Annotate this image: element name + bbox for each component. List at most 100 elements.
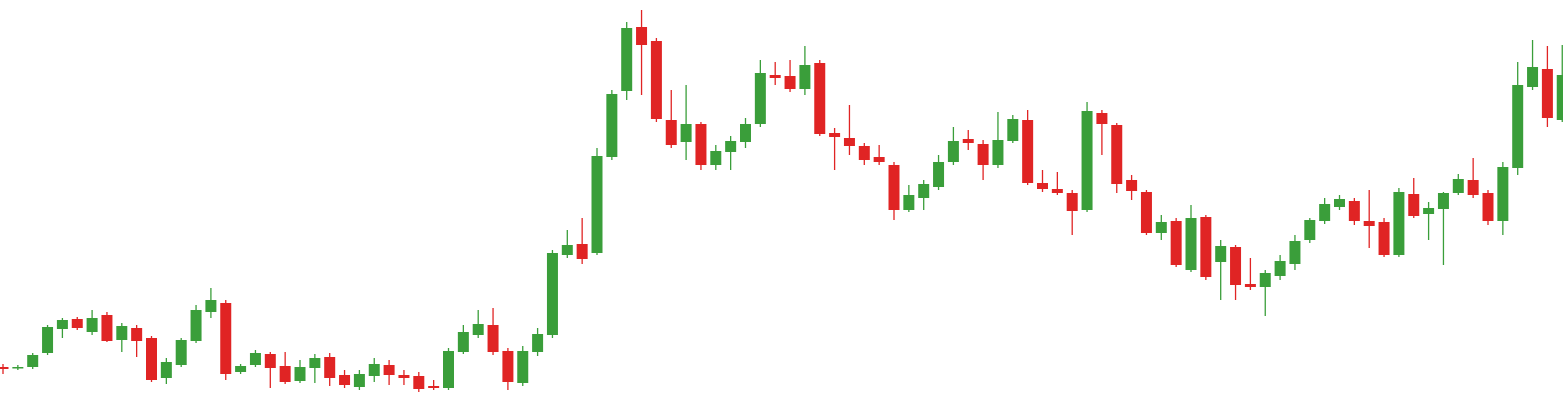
candle-body: [933, 162, 945, 187]
candle-body: [1467, 180, 1479, 195]
candle-body: [1244, 284, 1256, 287]
candle-body: [1304, 220, 1316, 240]
candle-body: [1111, 125, 1123, 184]
candle-body: [725, 141, 737, 152]
candle-body: [754, 73, 766, 124]
candle-body: [1423, 208, 1435, 214]
candle-body: [606, 94, 618, 157]
candle-body: [1140, 192, 1152, 233]
candle-body: [532, 334, 544, 352]
candle-body: [1051, 189, 1063, 193]
candle-body: [576, 244, 588, 259]
candle-body: [1155, 222, 1167, 233]
candle-body: [56, 320, 68, 329]
candle-body: [710, 151, 722, 165]
candle-body: [799, 65, 811, 89]
candle-body: [12, 367, 24, 369]
candle-body: [1022, 120, 1034, 183]
candle-body: [353, 374, 365, 387]
candle-body: [1259, 273, 1271, 287]
candle-body: [814, 63, 826, 134]
candle-body: [1482, 193, 1494, 221]
candle-body: [962, 139, 974, 143]
candle-body: [561, 245, 573, 255]
candle-body: [1512, 85, 1524, 168]
candle-body: [1408, 194, 1420, 216]
candle-body: [740, 124, 751, 142]
candle-body: [918, 184, 930, 198]
candle-body: [1348, 201, 1360, 221]
candle-body: [636, 27, 648, 45]
candle-body: [829, 133, 841, 137]
candle-body: [294, 367, 306, 381]
candle-body: [1066, 193, 1078, 211]
candle-body: [27, 355, 39, 367]
candle-body: [769, 75, 781, 78]
candle-body: [398, 375, 410, 378]
candle-body: [235, 366, 247, 372]
candle-body: [175, 340, 187, 365]
candle-body: [1200, 217, 1212, 277]
candle-body: [992, 140, 1004, 165]
candle-body: [443, 351, 454, 388]
candle-body: [116, 326, 128, 340]
candle-body: [858, 146, 870, 160]
candle-body: [71, 319, 83, 328]
candle-body: [843, 138, 855, 146]
candle-body: [1319, 204, 1331, 221]
candle-body: [324, 357, 336, 378]
candle-body: [428, 386, 440, 388]
candle-body: [546, 253, 558, 335]
candle-body: [665, 120, 677, 145]
candle-body: [1497, 167, 1509, 221]
candle-body: [383, 365, 395, 375]
candle-body: [101, 315, 113, 341]
candle-body: [190, 310, 202, 341]
candle-body: [1378, 222, 1390, 255]
candle-body: [1393, 192, 1405, 255]
candle-body: [1556, 75, 1563, 120]
candle-body: [42, 327, 54, 353]
candle-body: [487, 325, 499, 352]
candle-body: [131, 328, 143, 341]
candle-body: [680, 124, 692, 142]
candle-body: [368, 364, 380, 376]
candle-body: [502, 351, 514, 382]
candle-body: [264, 354, 276, 368]
candle-body: [249, 353, 261, 365]
candle-body: [205, 300, 217, 312]
candle-body: [160, 362, 172, 378]
candle-body: [977, 144, 989, 165]
candle-body: [413, 376, 425, 389]
candle-body: [1126, 180, 1138, 191]
candle-body: [1096, 113, 1108, 124]
candle-body: [1185, 218, 1197, 270]
candle-body: [517, 351, 529, 383]
candle-body: [1081, 111, 1093, 210]
candle-body: [0, 367, 9, 369]
candle-body: [457, 332, 469, 352]
candle-body: [339, 375, 351, 385]
candle-body: [903, 195, 915, 210]
candle-body: [1289, 241, 1301, 264]
candle-body: [220, 303, 232, 374]
candle-body: [1170, 221, 1182, 265]
candle-body: [1363, 221, 1375, 226]
candle-body: [1437, 193, 1449, 209]
candle-body: [1230, 247, 1242, 285]
candle-body: [695, 124, 707, 165]
candle-body: [86, 318, 98, 332]
candle-body: [621, 28, 633, 91]
candle-body: [873, 157, 885, 162]
candle-body: [472, 324, 484, 335]
candle-body: [784, 76, 796, 89]
candle-body: [1527, 67, 1539, 87]
candle-body: [591, 156, 603, 253]
candle-body: [1037, 183, 1048, 189]
candle-body: [1452, 179, 1464, 193]
candle-body: [1215, 246, 1227, 262]
candle-body: [1274, 261, 1286, 276]
candle-body: [947, 141, 959, 162]
